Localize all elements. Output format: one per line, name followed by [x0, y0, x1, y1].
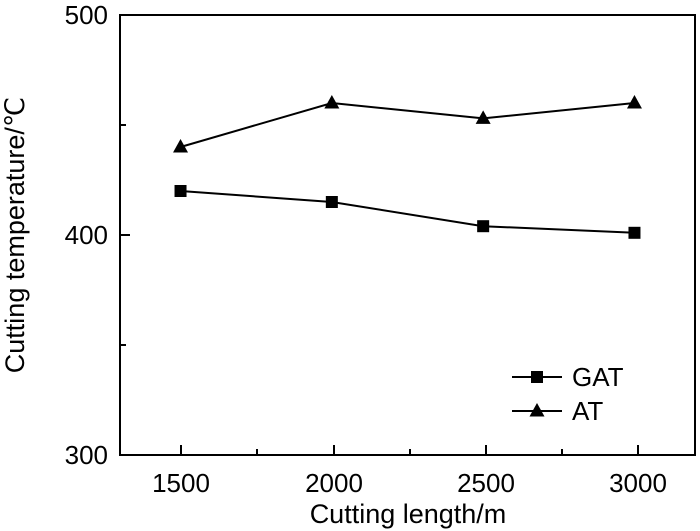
x-axis-title: Cutting length/m	[310, 499, 507, 529]
y-axis-ticks	[120, 14, 130, 456]
y-axis-title: Cutting temperature/℃	[0, 97, 30, 373]
legend: GAT AT	[512, 362, 624, 426]
x-tick-label-3000: 3000	[609, 468, 667, 498]
x-tick-label-2000: 2000	[305, 468, 363, 498]
x-tick-labels: 1500 2000 2500 3000	[152, 468, 667, 498]
legend-marker-at	[529, 403, 545, 417]
data-point-gat-3000	[628, 226, 641, 239]
legend-marker-gat	[531, 371, 543, 383]
y-tick-label-500: 500	[65, 0, 108, 30]
data-point-gat-2500	[477, 220, 490, 233]
y-tick-label-300: 300	[65, 440, 108, 470]
series-layer	[173, 95, 642, 239]
y-tick-labels: 500 400 300	[65, 0, 108, 470]
legend-label-at: AT	[572, 396, 603, 426]
data-point-at-2000	[324, 95, 340, 109]
data-point-at-2500	[475, 110, 491, 124]
y-tick-label-400: 400	[65, 220, 108, 250]
series-line-at	[180, 101, 635, 148]
data-point-at-3000	[626, 95, 642, 109]
data-point-gat-1500	[174, 185, 187, 197]
x-tick-label-1500: 1500	[152, 468, 210, 498]
x-axis-ticks	[180, 445, 639, 455]
data-point-gat-2000	[325, 196, 338, 208]
series-line-gat	[180, 190, 635, 234]
legend-label-gat: GAT	[572, 362, 624, 392]
x-tick-label-2500: 2500	[457, 468, 515, 498]
data-point-at-1500	[173, 139, 189, 153]
